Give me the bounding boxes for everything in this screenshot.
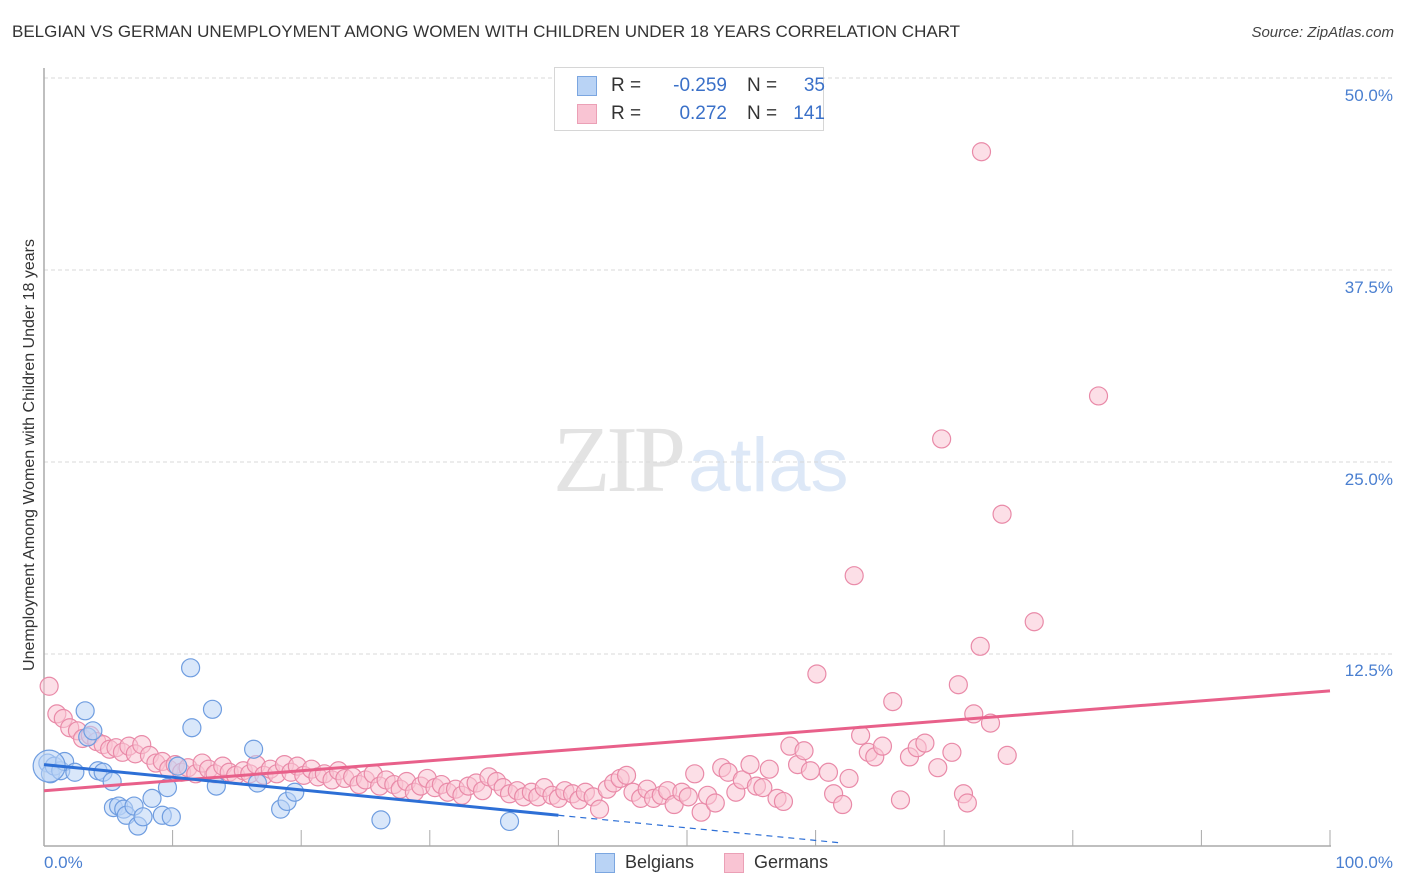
data-point <box>157 778 178 798</box>
belgians-legend-swatch <box>595 852 615 873</box>
data-point <box>691 802 711 822</box>
data-point <box>247 773 268 793</box>
data-point <box>800 761 821 781</box>
n-label: N = <box>747 75 778 96</box>
data-point <box>685 764 705 784</box>
data-point <box>794 741 814 761</box>
chart-title: BELGIAN VS GERMAN UNEMPLOYMENT AMONG WOM… <box>12 22 961 41</box>
germans-swatch <box>577 104 597 124</box>
legend-row-belgians: R = -0.259 N = 35 <box>577 73 825 99</box>
y-tick-12-5: 12.5% <box>1344 661 1393 680</box>
r-value-germans: 0.272 <box>679 103 727 124</box>
data-point <box>678 787 698 807</box>
data-point <box>844 566 864 586</box>
data-point <box>244 739 264 759</box>
r-label: R = <box>611 75 642 96</box>
n-value-belgians: 35 <box>803 75 825 96</box>
data-point <box>202 699 223 719</box>
data-point <box>1024 612 1044 632</box>
data-point <box>807 664 827 684</box>
data-point <box>753 778 773 798</box>
data-point <box>39 676 59 696</box>
r-label: R = <box>611 103 642 124</box>
data-point <box>942 742 962 762</box>
data-point <box>883 692 903 712</box>
data-point <box>992 504 1012 524</box>
axes <box>43 68 1331 847</box>
data-point <box>932 429 952 449</box>
data-point <box>142 788 162 808</box>
data-point <box>133 807 153 827</box>
y-tick-25: 25.0% <box>1344 470 1393 489</box>
belgians-swatch <box>577 76 597 96</box>
data-point <box>948 675 968 695</box>
n-label: N = <box>747 103 778 124</box>
gridlines <box>44 77 1392 655</box>
data-point <box>759 759 779 779</box>
data-point <box>83 721 103 741</box>
data-point <box>1088 386 1109 406</box>
correlation-legend: R = -0.259 N = 35 R = 0.272 N = 141 <box>554 67 825 131</box>
data-point <box>957 793 977 813</box>
data-point <box>589 799 610 819</box>
data-point <box>890 790 911 810</box>
data-point <box>971 142 992 162</box>
legend-item-belgians[interactable]: Belgians <box>595 852 694 873</box>
data-point <box>705 793 725 813</box>
data-point <box>168 756 188 776</box>
data-point <box>285 782 305 802</box>
data-point <box>818 762 839 782</box>
data-point <box>102 771 122 792</box>
data-point <box>181 658 201 678</box>
trend-lines <box>43 689 1331 844</box>
series-legend: Belgians Germans <box>595 852 858 873</box>
data-point <box>182 718 202 738</box>
data-point <box>833 794 853 815</box>
data-point <box>928 758 948 778</box>
data-point <box>773 791 794 812</box>
data-point <box>997 745 1017 765</box>
data-point <box>915 733 935 753</box>
data-point <box>872 736 893 756</box>
source-attribution: Source: ZipAtlas.com <box>1251 24 1394 41</box>
data-point <box>75 701 95 721</box>
y-tick-37-5: 37.5% <box>1344 278 1393 297</box>
belgians-trend-extension <box>558 814 842 844</box>
germans-legend-label: Germans <box>754 852 829 872</box>
data-point <box>616 765 637 785</box>
x-tick-100: 100.0% <box>1335 853 1393 872</box>
n-value-germans: 141 <box>793 103 825 124</box>
germans-legend-swatch <box>724 852 745 873</box>
legend-row-germans: R = 0.272 N = 141 <box>577 101 825 127</box>
belgians-legend-label: Belgians <box>625 852 695 872</box>
r-value-belgians: -0.259 <box>673 75 727 96</box>
x-tick-0: 0.0% <box>44 853 83 872</box>
data-point <box>839 768 859 789</box>
data-point <box>161 807 181 827</box>
y-tick-50: 50.0% <box>1344 86 1393 105</box>
y-axis-label: Unemployment Among Women with Children U… <box>21 239 38 671</box>
germans-trend-line <box>43 689 1331 793</box>
belgians-trend-line <box>43 763 559 817</box>
data-point <box>499 811 520 832</box>
data-point <box>740 754 760 775</box>
data-point <box>371 810 391 830</box>
data-point <box>970 636 990 656</box>
legend-item-germans[interactable]: Germans <box>724 852 828 873</box>
